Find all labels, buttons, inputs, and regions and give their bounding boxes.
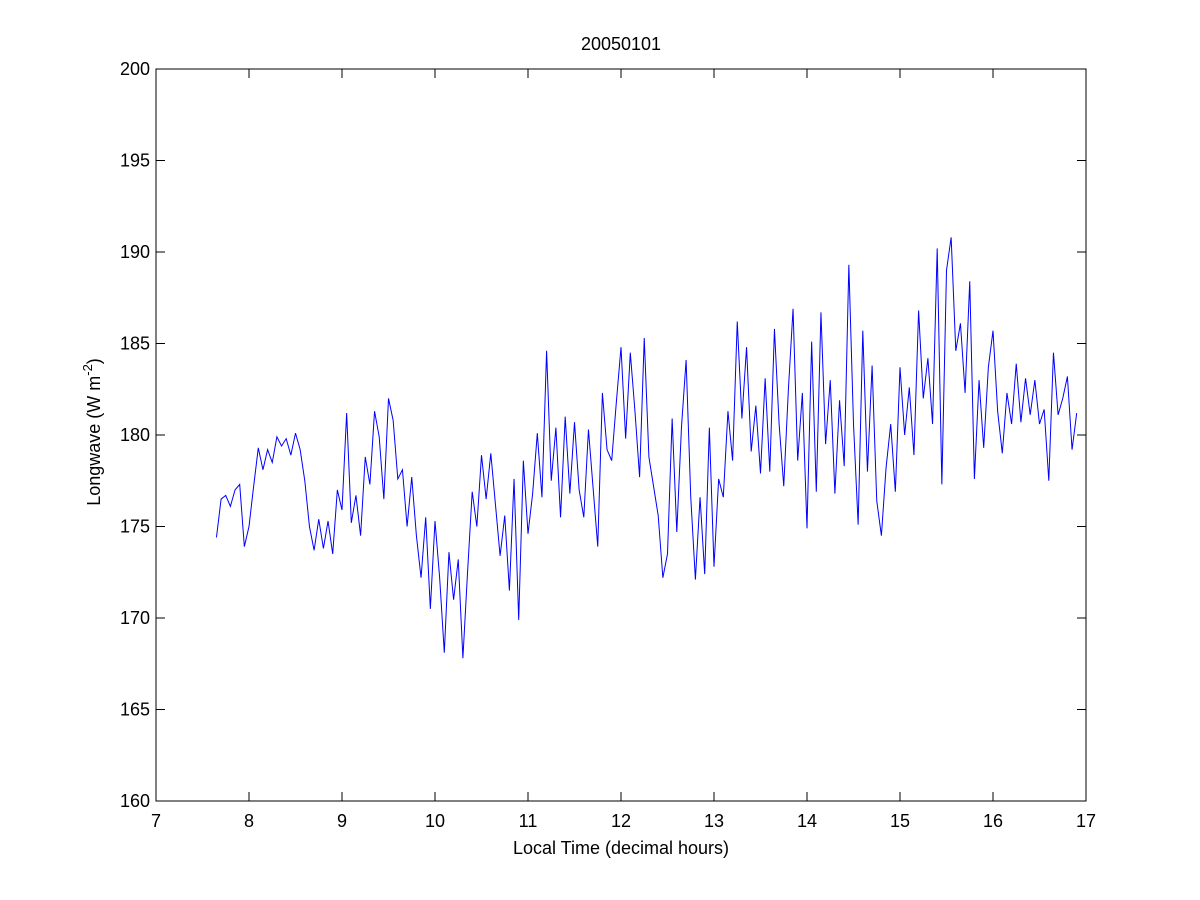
y-tick-label: 165 (120, 700, 150, 720)
y-tick-label: 160 (120, 791, 150, 811)
y-label-close: ) (84, 358, 104, 364)
x-tick-label: 9 (337, 811, 347, 831)
x-tick-label: 17 (1076, 811, 1096, 831)
x-tick-label: 13 (704, 811, 724, 831)
x-tick-label: 14 (797, 811, 817, 831)
y-tick-label: 200 (120, 59, 150, 79)
data-line (215, 237, 1078, 659)
x-tick-label: 7 (151, 811, 161, 831)
y-tick-label: 170 (120, 608, 150, 628)
x-tick-label: 12 (611, 811, 631, 831)
y-label-main: Longwave (W m (84, 376, 104, 506)
y-tick-label: 175 (120, 517, 150, 537)
y-label-exponent: -2 (80, 364, 95, 376)
y-tick-label: 195 (120, 151, 150, 171)
x-tick-label: 11 (519, 811, 538, 831)
x-axis-label: Local Time (decimal hours) (513, 838, 729, 858)
plot-area (155, 68, 1087, 802)
y-axis-label: Longwave (W m-2) (80, 358, 104, 506)
y-tick-label: 185 (120, 334, 150, 354)
chart-title: 20050101 (581, 34, 661, 54)
x-tick-label: 10 (425, 811, 445, 831)
x-tick-label: 8 (244, 811, 254, 831)
y-tick-label: 180 (120, 425, 150, 445)
y-tick-label: 190 (120, 242, 150, 262)
x-tick-label: 15 (890, 811, 910, 831)
x-tick-label: 16 (983, 811, 1003, 831)
